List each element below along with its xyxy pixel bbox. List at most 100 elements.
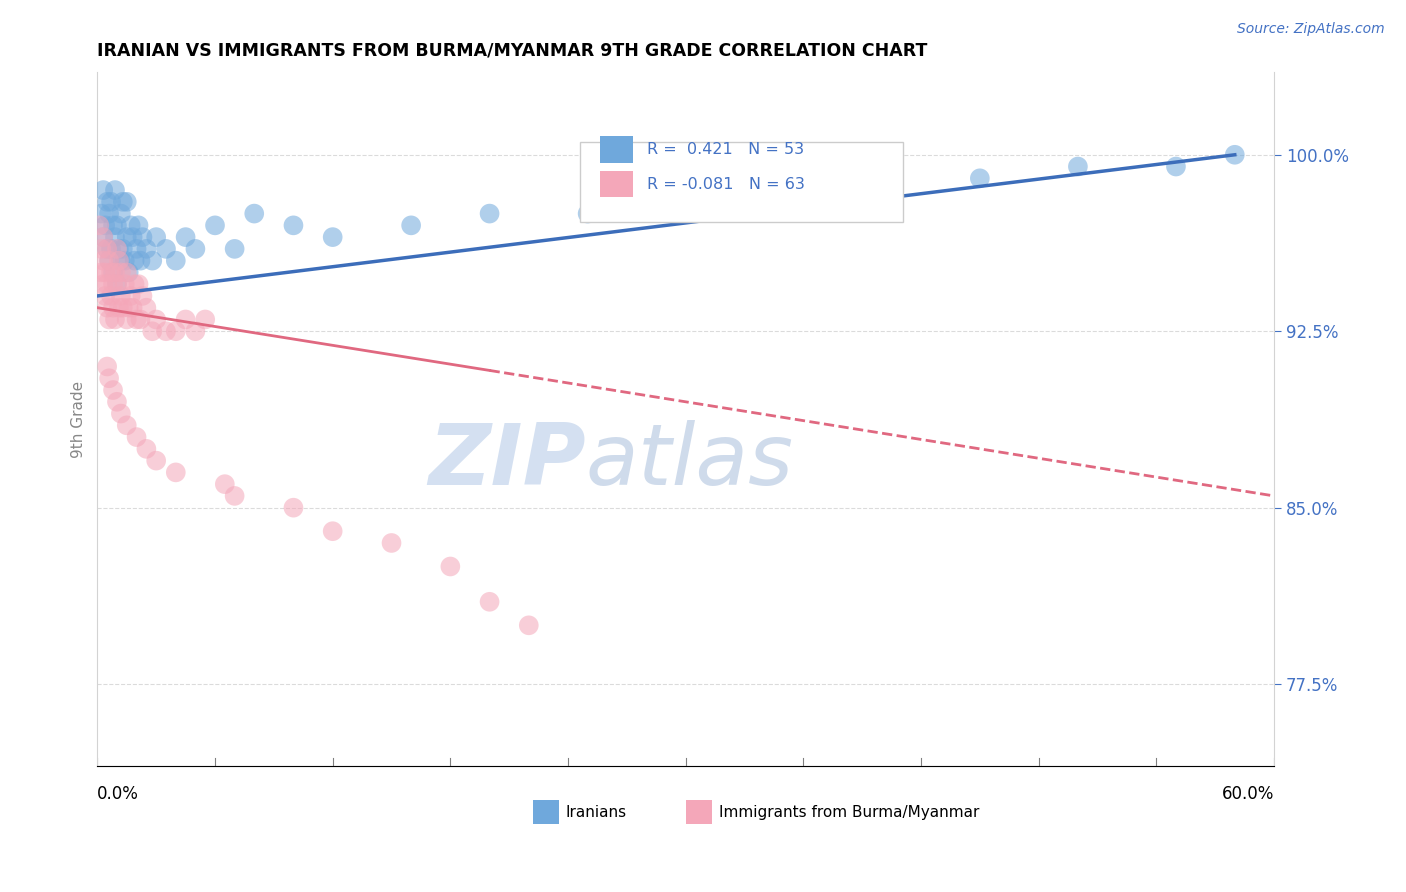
Point (870, 183, 893, 197)
Text: Source: ZipAtlas.com: Source: ZipAtlas.com (1237, 22, 1385, 37)
Point (94, 219, 117, 233)
Point (100, 289, 122, 303)
Point (439, 559, 461, 574)
Point (89, 219, 111, 233)
FancyBboxPatch shape (533, 800, 558, 824)
Point (478, 206, 501, 220)
Point (98, 371, 121, 385)
Point (283, 500, 305, 515)
Point (96, 277, 118, 292)
Point (90, 242, 112, 256)
Point (115, 312, 138, 326)
Text: R =  0.421   N = 53: R = 0.421 N = 53 (647, 142, 804, 157)
Text: atlas: atlas (586, 419, 793, 502)
Point (124, 277, 146, 292)
Text: R = -0.081   N = 63: R = -0.081 N = 63 (647, 177, 804, 192)
Point (131, 289, 153, 303)
Point (115, 418, 138, 433)
Point (224, 242, 246, 256)
Point (145, 453, 167, 467)
Point (399, 219, 422, 233)
Point (96, 301, 118, 315)
Point (114, 277, 136, 292)
Point (91, 277, 114, 292)
Point (141, 324, 163, 338)
Point (110, 206, 132, 220)
Point (155, 242, 177, 256)
Point (141, 253, 163, 268)
Point (184, 242, 207, 256)
Point (101, 383, 124, 397)
Point (105, 394, 128, 409)
Point (969, 171, 991, 186)
FancyBboxPatch shape (600, 171, 633, 197)
FancyBboxPatch shape (686, 800, 711, 824)
Point (120, 289, 142, 303)
Point (135, 242, 157, 256)
Point (110, 265, 132, 279)
Point (224, 489, 246, 503)
Point (98, 312, 121, 326)
Point (174, 312, 197, 326)
Point (100, 265, 122, 279)
Point (135, 301, 157, 315)
Point (101, 301, 124, 315)
Point (115, 230, 138, 244)
Point (118, 265, 141, 279)
Point (380, 536, 402, 550)
Point (90, 265, 112, 279)
Point (115, 194, 138, 209)
Point (576, 206, 599, 220)
FancyBboxPatch shape (600, 136, 633, 162)
Point (131, 230, 153, 244)
Point (478, 595, 501, 609)
Point (91, 230, 114, 244)
Point (110, 289, 132, 303)
Point (98, 253, 121, 268)
Point (104, 230, 127, 244)
Point (98, 206, 121, 220)
Point (104, 183, 127, 197)
Point (125, 430, 148, 444)
Point (114, 253, 136, 268)
Point (124, 253, 146, 268)
Point (101, 219, 124, 233)
FancyBboxPatch shape (579, 142, 904, 221)
Point (96, 242, 118, 256)
Point (243, 206, 266, 220)
Point (100, 194, 122, 209)
Point (165, 253, 187, 268)
Point (96, 242, 118, 256)
Point (174, 230, 197, 244)
Point (517, 618, 540, 632)
Point (135, 442, 157, 456)
Point (165, 466, 187, 480)
Point (100, 242, 122, 256)
Point (129, 312, 152, 326)
Point (283, 219, 305, 233)
Point (204, 219, 226, 233)
Point (96, 359, 118, 374)
Text: 0.0%: 0.0% (97, 785, 139, 804)
Point (129, 253, 152, 268)
Point (101, 277, 124, 292)
Point (91, 183, 114, 197)
Point (128, 277, 150, 292)
Point (105, 277, 128, 292)
Point (108, 242, 131, 256)
Point (105, 277, 128, 292)
Text: Iranians: Iranians (565, 805, 627, 820)
Point (322, 230, 344, 244)
Text: ZIP: ZIP (427, 419, 586, 502)
Point (96, 194, 118, 209)
Point (145, 230, 167, 244)
Point (105, 219, 128, 233)
Point (125, 312, 148, 326)
Text: 60.0%: 60.0% (1222, 785, 1274, 804)
Point (91, 230, 114, 244)
Point (110, 407, 132, 421)
Point (104, 265, 127, 279)
Point (94, 289, 117, 303)
Point (118, 301, 141, 315)
Point (108, 301, 131, 315)
